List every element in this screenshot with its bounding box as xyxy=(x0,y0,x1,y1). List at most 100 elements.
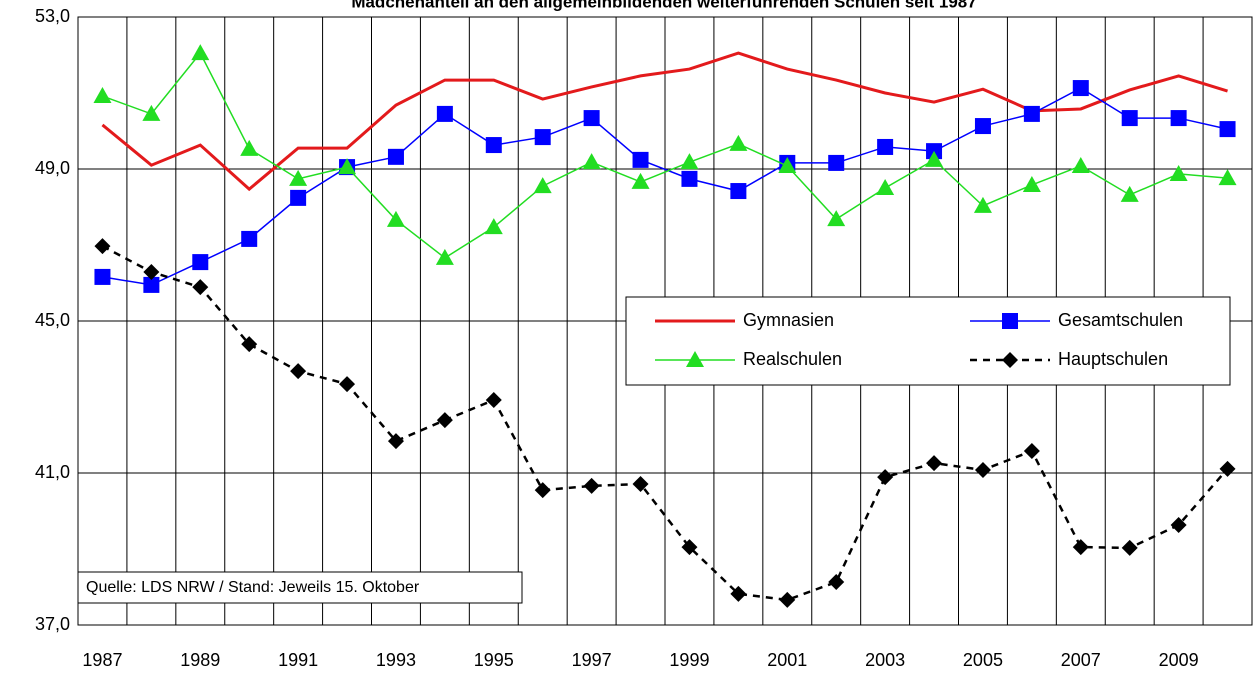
y-tick-label: 37,0 xyxy=(35,614,70,634)
x-tick-label: 2003 xyxy=(865,650,905,670)
marker xyxy=(94,238,111,255)
marker xyxy=(1170,517,1187,534)
marker xyxy=(827,210,846,227)
legend-label: Gesamtschulen xyxy=(1058,310,1183,330)
marker xyxy=(680,153,699,170)
marker xyxy=(583,477,600,494)
marker xyxy=(436,412,453,429)
marker xyxy=(1022,175,1041,192)
marker xyxy=(681,539,698,556)
marker xyxy=(289,169,308,186)
marker xyxy=(534,129,551,146)
y-tick-label: 49,0 xyxy=(35,158,70,178)
series-line xyxy=(102,51,1228,259)
marker xyxy=(241,336,258,353)
legend-box xyxy=(625,296,1231,386)
marker xyxy=(93,87,112,104)
legend-marker xyxy=(1002,313,1018,329)
marker xyxy=(533,177,552,194)
marker xyxy=(1169,164,1188,181)
marker xyxy=(583,110,600,127)
marker xyxy=(877,469,894,486)
x-tick-label: 1991 xyxy=(278,650,318,670)
marker xyxy=(143,263,160,280)
marker xyxy=(1121,110,1138,127)
chart-title: Mädchenanteil an den allgemeinbildenden … xyxy=(351,0,976,11)
x-tick-label: 1993 xyxy=(376,650,416,670)
x-tick-label: 1995 xyxy=(474,650,514,670)
marker xyxy=(1120,185,1139,202)
y-tick-label: 53,0 xyxy=(35,6,70,26)
marker xyxy=(435,248,454,265)
series-line xyxy=(101,51,1228,192)
marker xyxy=(485,392,502,409)
legend-label: Hauptschulen xyxy=(1058,349,1168,369)
legend-marker xyxy=(1002,352,1018,368)
marker xyxy=(534,482,551,499)
x-tick-label: 1997 xyxy=(572,650,612,670)
legend-marker xyxy=(686,351,704,367)
x-tick-label: 1989 xyxy=(180,650,220,670)
annotation: Quelle: LDS NRW / Stand: Jeweils 15. Okt… xyxy=(86,579,420,596)
marker xyxy=(1170,110,1187,127)
marker xyxy=(192,279,209,296)
marker xyxy=(876,179,895,195)
marker xyxy=(828,154,845,171)
y-tick-label: 41,0 xyxy=(35,462,70,482)
x-tick-label: 2007 xyxy=(1061,650,1101,670)
x-tick-label: 1987 xyxy=(82,650,122,670)
x-tick-label: 2009 xyxy=(1159,650,1199,670)
marker xyxy=(632,151,649,168)
y-tick-label: 45,0 xyxy=(35,310,70,330)
marker xyxy=(143,276,160,293)
marker xyxy=(436,105,453,122)
marker xyxy=(632,476,649,493)
marker xyxy=(1023,442,1040,459)
marker xyxy=(1121,539,1138,556)
marker xyxy=(1072,539,1089,556)
marker xyxy=(877,138,894,155)
marker xyxy=(730,183,747,200)
marker xyxy=(1219,460,1236,477)
marker xyxy=(1071,156,1090,173)
marker xyxy=(191,44,210,61)
x-tick-label: 2005 xyxy=(963,650,1003,670)
marker xyxy=(973,196,992,213)
marker xyxy=(631,172,650,189)
marker xyxy=(582,153,601,170)
marker xyxy=(1072,80,1089,97)
x-tick-label: 1999 xyxy=(669,650,709,670)
marker xyxy=(1023,105,1040,122)
marker xyxy=(925,150,944,167)
marker xyxy=(339,376,356,393)
marker xyxy=(240,139,259,156)
legend-label: Realschulen xyxy=(743,349,842,369)
marker xyxy=(779,591,796,608)
marker xyxy=(681,170,698,187)
marker xyxy=(485,137,502,154)
marker xyxy=(142,104,161,121)
plot-frame xyxy=(77,16,1253,626)
x-tick-label: 2001 xyxy=(767,650,807,670)
marker xyxy=(338,158,357,175)
marker xyxy=(1219,121,1236,138)
marker xyxy=(290,363,307,380)
marker xyxy=(974,461,991,478)
marker xyxy=(290,189,307,206)
marker xyxy=(386,210,405,227)
marker xyxy=(192,254,209,271)
marker xyxy=(778,156,797,173)
marker xyxy=(94,268,111,285)
annotation-box xyxy=(77,571,523,604)
marker xyxy=(387,433,404,450)
series-line xyxy=(102,87,1228,286)
marker xyxy=(926,455,943,472)
marker xyxy=(729,134,748,151)
marker xyxy=(730,585,747,602)
legend-label: Gymnasien xyxy=(743,310,834,330)
marker xyxy=(387,148,404,165)
marker xyxy=(484,218,503,235)
marker xyxy=(828,574,845,591)
marker xyxy=(241,230,258,247)
